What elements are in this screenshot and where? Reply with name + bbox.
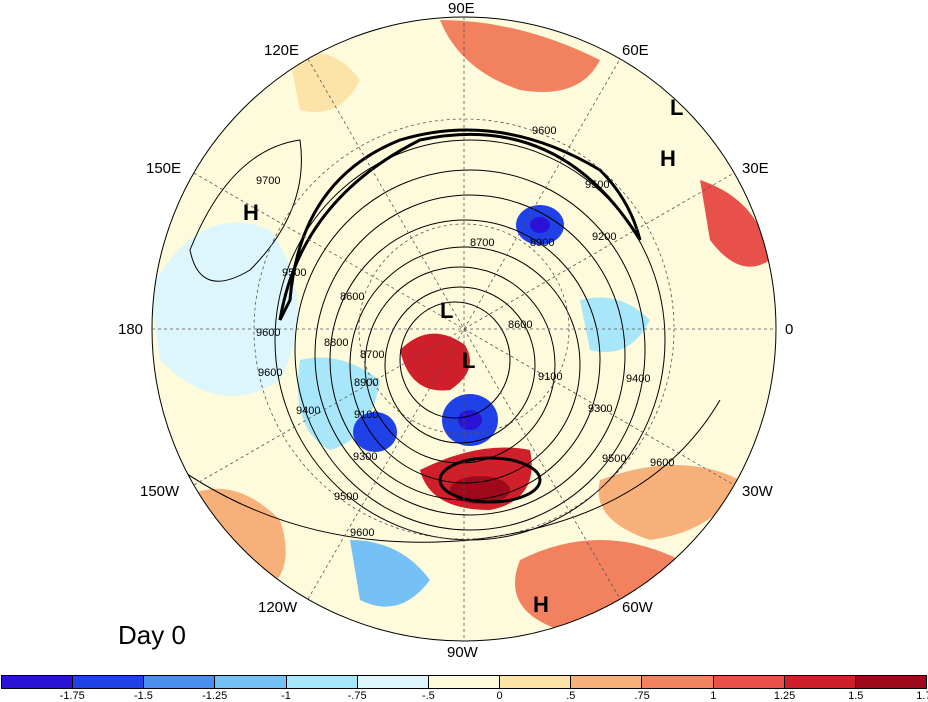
colorbar-swatch	[357, 676, 429, 688]
contour-label: 9500	[334, 491, 358, 503]
colorbar-tick-label: .5	[566, 690, 576, 702]
lon-label-60e: 60E	[622, 42, 649, 59]
lon-label-60w: 60W	[622, 599, 654, 616]
contour-label: 9600	[532, 125, 556, 137]
contour-label: 9600	[258, 367, 282, 379]
lon-label-180: 180	[118, 321, 143, 338]
contour-label: 9500	[585, 179, 609, 191]
lon-label-30e: 30E	[742, 160, 769, 177]
contour-label: 8700	[360, 349, 384, 361]
colorbar-swatch	[500, 676, 572, 688]
contour-label: 9600	[256, 327, 280, 339]
low-pressure-marker: L	[670, 95, 683, 120]
colorbar	[1, 675, 927, 689]
contour-label: 9500	[282, 267, 306, 279]
low-pressure-marker: L	[440, 298, 453, 323]
colorbar-swatch	[855, 676, 927, 688]
colorbar-swatch	[2, 676, 74, 688]
colorbar-tick-label: -1	[281, 690, 291, 702]
high-pressure-marker: H	[660, 146, 676, 171]
lon-label-90e: 90E	[448, 0, 475, 17]
contour-label: 9300	[353, 451, 377, 463]
colorbar-tick-label: 1	[710, 690, 717, 702]
colorbar-tick-label: 1.5	[848, 690, 864, 702]
high-pressure-marker: H	[533, 592, 549, 617]
lon-label-150w: 150W	[140, 483, 180, 500]
contour-label: 9600	[650, 457, 674, 469]
lon-label-0: 0	[785, 321, 793, 338]
colorbar-swatch	[428, 676, 501, 688]
lon-label-120e: 120E	[264, 42, 299, 59]
colorbar-tick-label: -1.25	[202, 690, 228, 702]
colorbar-swatch	[713, 676, 785, 688]
contour-label: 9400	[626, 373, 650, 385]
colorbar-tick-label: -1.5	[133, 690, 153, 702]
colorbar-tick-label: .75	[634, 690, 650, 702]
contour-label: 9100	[538, 371, 562, 383]
contour-label: 8700	[470, 237, 494, 249]
contour-label: 8900	[530, 237, 554, 249]
contour-label: 8600	[508, 319, 532, 331]
colorbar-swatch	[784, 676, 856, 688]
contour-label: 9600	[350, 527, 374, 539]
bold-contours	[278, 128, 642, 504]
colorbar-swatch	[286, 676, 358, 688]
contour-label: 9700	[256, 175, 280, 187]
low-pressure-marker: L	[462, 348, 475, 373]
contour-label: 8900	[354, 377, 378, 389]
contour-label: 9300	[588, 403, 612, 415]
lon-label-30w: 30W	[742, 483, 774, 500]
colorbar-tick-label: 1.25	[773, 690, 796, 702]
colorbar-swatch	[642, 676, 714, 688]
anomaly-shading	[152, 20, 770, 630]
colorbar-tick-label: -.75	[347, 690, 367, 702]
colorbar-swatch	[144, 676, 216, 688]
colorbar-tick-label: -.5	[421, 690, 435, 702]
colorbar-swatch	[571, 676, 643, 688]
colorbar-tick-label: -1.75	[59, 690, 85, 702]
contour-label: 9400	[296, 405, 320, 417]
colorbar-tick-label: 0	[496, 690, 503, 702]
day-label: Day 0	[118, 620, 186, 650]
lon-label-120w: 120W	[258, 599, 298, 616]
high-pressure-marker: H	[243, 200, 259, 225]
contour-label: 8600	[340, 291, 364, 303]
contour-label: 9100	[354, 409, 378, 421]
colorbar-swatch	[73, 676, 145, 688]
lon-label-150e: 150E	[146, 160, 181, 177]
graticule	[152, 17, 776, 641]
contour-label: 8800	[324, 337, 348, 349]
contour-label: 9500	[602, 453, 626, 465]
contour-label: 9200	[592, 231, 616, 243]
colorbar-tick-label: 1.75	[916, 690, 928, 702]
colorbar-swatch	[215, 676, 287, 688]
lon-label-90w: 90W	[447, 644, 479, 661]
contour-labels: 9600 9500 9200 8700 8900 8600 8800 8700 …	[256, 125, 674, 539]
